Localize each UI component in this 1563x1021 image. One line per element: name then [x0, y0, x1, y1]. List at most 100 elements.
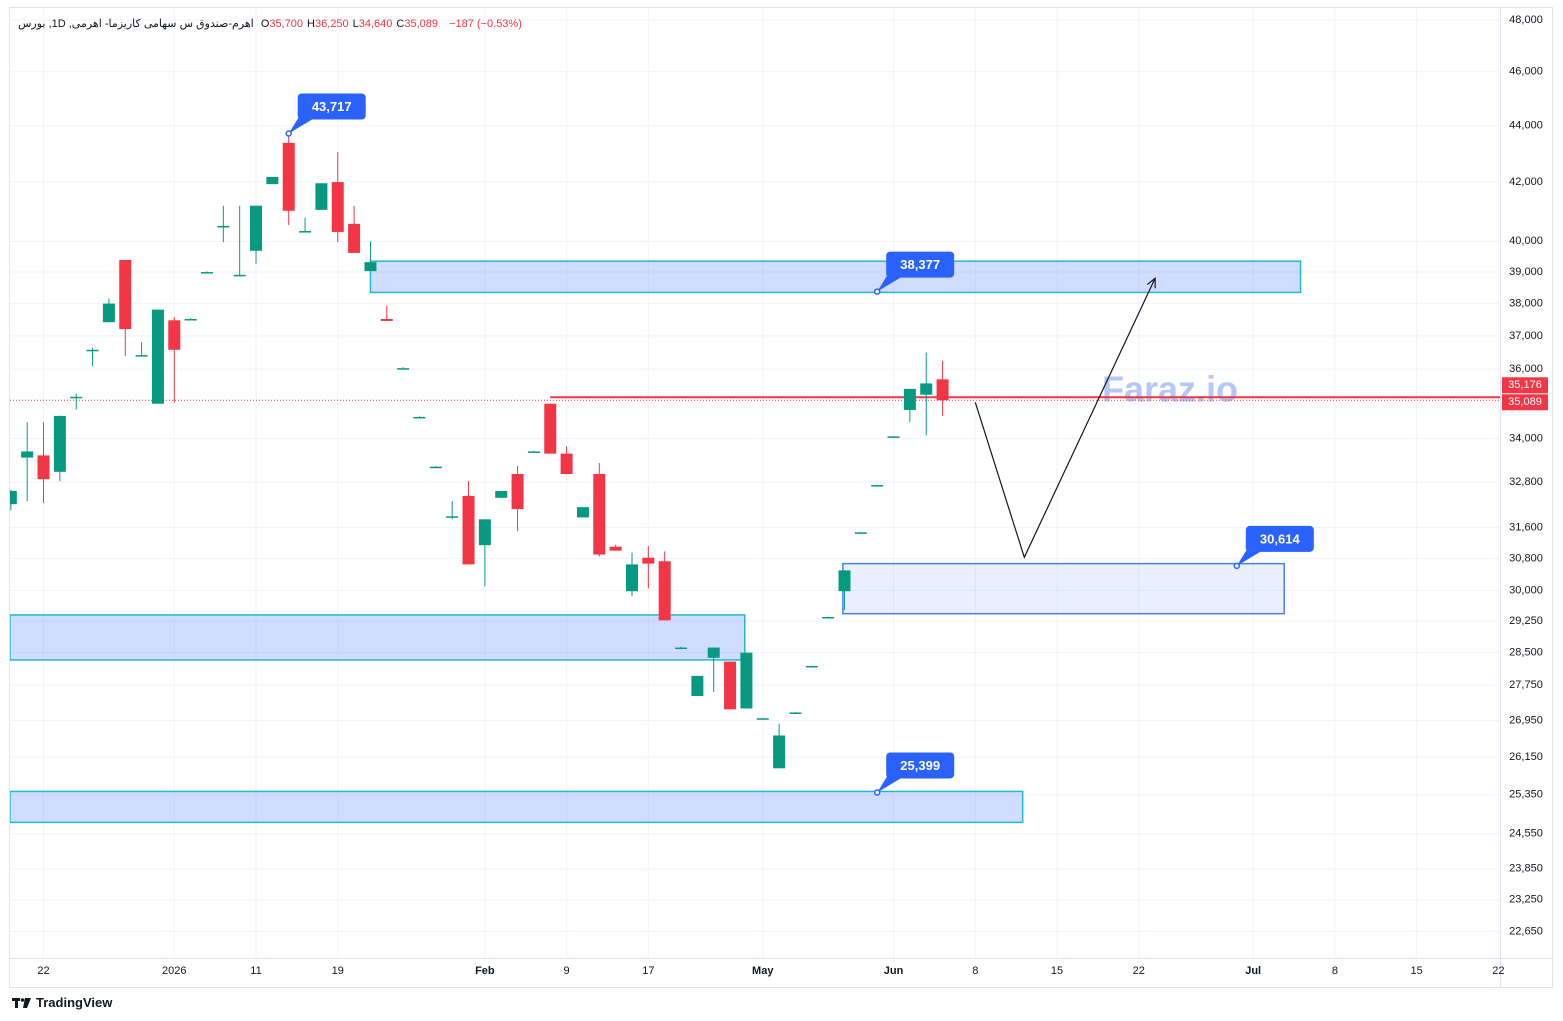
candle-body [936, 379, 949, 401]
candle-body [37, 455, 50, 480]
price-label-box [1502, 394, 1548, 411]
y-tick-label: 39,000 [1509, 266, 1543, 278]
y-tick-label: 28,500 [1509, 647, 1543, 659]
y-tick-label: 30,800 [1509, 552, 1543, 564]
change: −187 (−0.53%) [449, 18, 522, 30]
candle-body [707, 647, 720, 658]
candle-body [593, 474, 606, 555]
candle-body [299, 231, 312, 233]
candle-body [21, 451, 34, 458]
candle-body [184, 318, 197, 321]
brand-name: TradingView [36, 995, 113, 1010]
candle-body [658, 561, 671, 621]
candle-body [102, 303, 115, 323]
y-tick-label: 38,000 [1509, 297, 1543, 309]
ohlc-value: 36,250 [314, 18, 349, 30]
y-tick-label: 23,850 [1509, 863, 1543, 875]
x-tick-label: 15 [1411, 965, 1423, 977]
y-tick-label: 26,150 [1509, 751, 1543, 763]
candle-body [446, 516, 459, 518]
zone [369, 260, 1302, 294]
candle-body [53, 415, 66, 472]
brand-logo[interactable]: TradingView [12, 995, 112, 1010]
candle-body [560, 453, 573, 475]
candle-body [135, 355, 148, 357]
y-tick-label: 40,000 [1509, 235, 1543, 247]
candle-body [822, 617, 835, 619]
callout-box [886, 251, 955, 278]
callout-label: 25,399 [900, 758, 940, 773]
legend: اهرم-صندوق س سهامی کاریزما- اهرمی, 1D, ب… [18, 17, 526, 30]
y-tick-label: 24,550 [1509, 828, 1543, 840]
candle-body [724, 661, 737, 710]
callout-anchor [1233, 562, 1241, 570]
y-tick-label: 27,750 [1509, 679, 1543, 691]
ohlc: O35,700 H36,250 L34,640 C35,089 [261, 18, 442, 30]
candle-body [495, 491, 508, 498]
callout-anchor [873, 288, 881, 295]
candle-body [642, 557, 655, 564]
ohlc-key: O [260, 18, 270, 30]
projection-arrowhead [1146, 277, 1156, 289]
candle-body [625, 564, 638, 592]
callout-label: 43,717 [312, 99, 352, 114]
candle-body [544, 403, 557, 454]
x-tick-label: 15 [1051, 965, 1063, 977]
candle-body [609, 546, 622, 551]
ohlc-key: H [307, 18, 315, 30]
candle-body [527, 451, 540, 453]
x-tick-label: Jun [884, 965, 904, 977]
candle-body [462, 495, 475, 565]
callout-label: 30,614 [1260, 531, 1301, 546]
y-tick-label: 34,000 [1509, 432, 1543, 444]
candle-body [838, 570, 851, 592]
candle-body [315, 183, 328, 210]
price-label: 35,089 [1508, 396, 1542, 408]
x-tick-label: 19 [332, 965, 344, 977]
candle-body [217, 225, 230, 228]
candle-body [871, 485, 884, 487]
candle-body [773, 735, 786, 769]
price-label: 35,176 [1508, 379, 1542, 391]
x-tick-label: 17 [642, 965, 654, 977]
x-tick-label: 22 [37, 965, 49, 977]
candle-body [854, 532, 867, 534]
axes: 48,000 46,000 44,000 42,000 40,000 39,000 38,0… [37, 14, 1548, 977]
zone [842, 562, 1285, 615]
candle-body [200, 272, 213, 274]
x-tick-label: 8 [1332, 965, 1338, 977]
y-tick-label: 32,800 [1509, 476, 1543, 488]
chart-frame [9, 7, 1553, 988]
x-tick-label: 22 [1492, 965, 1504, 977]
y-tick-label: 46,000 [1509, 66, 1543, 78]
zone [10, 614, 746, 661]
y-tick-label: 42,000 [1509, 176, 1543, 188]
candle-body [429, 466, 442, 469]
candle-body [380, 318, 393, 321]
symbol-title: اهرم-صندوق س سهامی کاریزما- اهرمی, 1D, ب… [18, 18, 254, 30]
watermark: Faraz.io [1102, 369, 1238, 410]
y-tick-label: 26,950 [1509, 714, 1543, 726]
y-tick-label: 31,600 [1509, 521, 1543, 533]
ohlc-value: 34,640 [358, 18, 393, 30]
candle-body [168, 320, 181, 350]
candle-body [86, 349, 99, 352]
y-tick-label: 22,650 [1509, 925, 1543, 937]
y-tick-label: 44,000 [1509, 120, 1543, 132]
candle-body [397, 368, 410, 370]
candle-body [691, 675, 704, 697]
callout-label: 38,377 [900, 257, 940, 272]
y-tick-label: 30,000 [1509, 584, 1543, 596]
callout-box [297, 93, 366, 120]
y-tick-label: 25,350 [1509, 789, 1543, 801]
candle-body [756, 718, 769, 720]
brand-icon [12, 997, 31, 1008]
x-tick-label: 11 [250, 965, 261, 977]
ohlc-key: L [352, 18, 359, 30]
y-tick-label: 23,250 [1509, 894, 1543, 906]
price-label-box [1502, 377, 1548, 394]
candle-body [413, 416, 426, 419]
candle-body [250, 205, 263, 251]
